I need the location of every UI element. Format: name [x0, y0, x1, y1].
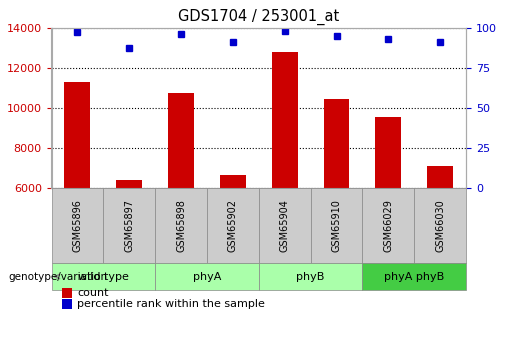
Bar	[427, 166, 453, 188]
Bar	[375, 117, 401, 188]
Text: GSM65896: GSM65896	[73, 199, 82, 252]
FancyBboxPatch shape	[155, 263, 259, 290]
Bar	[323, 99, 350, 188]
Text: GSM65902: GSM65902	[228, 199, 238, 252]
Text: GSM66029: GSM66029	[383, 199, 393, 252]
FancyBboxPatch shape	[311, 188, 363, 263]
Text: count: count	[77, 288, 109, 298]
Title: GDS1704 / 253001_at: GDS1704 / 253001_at	[178, 9, 339, 25]
Bar	[64, 82, 90, 188]
FancyBboxPatch shape	[363, 263, 466, 290]
FancyBboxPatch shape	[52, 188, 104, 263]
Bar	[168, 93, 194, 188]
Text: genotype/variation: genotype/variation	[8, 272, 107, 282]
FancyBboxPatch shape	[104, 188, 155, 263]
Text: percentile rank within the sample: percentile rank within the sample	[77, 299, 265, 309]
FancyBboxPatch shape	[155, 188, 207, 263]
Text: phyB: phyB	[297, 272, 325, 282]
Bar	[61, 299, 72, 309]
Text: GSM65910: GSM65910	[332, 199, 341, 252]
FancyBboxPatch shape	[259, 188, 311, 263]
Text: GSM65898: GSM65898	[176, 199, 186, 252]
FancyBboxPatch shape	[259, 263, 363, 290]
FancyBboxPatch shape	[414, 188, 466, 263]
Text: phyA: phyA	[193, 272, 221, 282]
Text: wild type: wild type	[78, 272, 129, 282]
Bar	[220, 175, 246, 188]
Text: phyA phyB: phyA phyB	[384, 272, 444, 282]
FancyBboxPatch shape	[363, 188, 414, 263]
Bar	[272, 52, 298, 188]
Text: GSM66030: GSM66030	[435, 199, 445, 252]
FancyBboxPatch shape	[207, 188, 259, 263]
FancyBboxPatch shape	[52, 263, 155, 290]
Bar	[61, 288, 72, 298]
Text: GSM65897: GSM65897	[124, 199, 134, 252]
Bar	[116, 180, 142, 188]
Text: GSM65904: GSM65904	[280, 199, 290, 252]
